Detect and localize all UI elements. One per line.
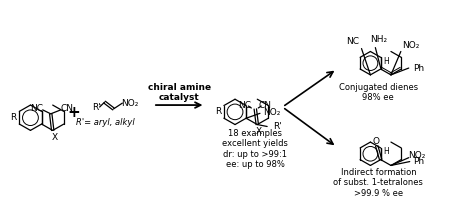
Text: X: X xyxy=(256,127,263,136)
Text: NH₂: NH₂ xyxy=(370,35,387,44)
Text: O: O xyxy=(372,137,379,146)
Text: chiral amine
catalyst: chiral amine catalyst xyxy=(148,83,211,102)
Text: NO₂: NO₂ xyxy=(408,151,425,160)
Text: NO₂: NO₂ xyxy=(122,99,139,108)
Text: ·: · xyxy=(98,102,100,108)
Text: NO₂: NO₂ xyxy=(263,108,280,117)
Text: X: X xyxy=(52,133,58,142)
Text: NO₂: NO₂ xyxy=(402,41,420,50)
Text: H: H xyxy=(383,147,389,156)
Text: NC: NC xyxy=(238,101,251,110)
Text: Indirect formation
of subst. 1-tetralones
>99.9 % ee: Indirect formation of subst. 1-tetralone… xyxy=(333,168,423,198)
Text: Conjugated dienes
98% ee: Conjugated dienes 98% ee xyxy=(339,83,418,102)
Text: NC: NC xyxy=(346,37,359,46)
Text: R'= aryl, alkyl: R'= aryl, alkyl xyxy=(76,118,135,127)
Text: R: R xyxy=(215,107,221,116)
Text: R': R' xyxy=(273,122,282,131)
Text: 18 examples
excellent yields
dr: up to >99:1
ee: up to 98%: 18 examples excellent yields dr: up to >… xyxy=(222,129,288,169)
Text: CN: CN xyxy=(60,104,73,114)
Text: Ph: Ph xyxy=(412,64,424,72)
Text: +: + xyxy=(68,105,80,120)
Text: R: R xyxy=(10,113,17,122)
Text: R': R' xyxy=(92,103,100,112)
Text: Ph: Ph xyxy=(412,157,424,166)
Text: CN: CN xyxy=(259,101,272,110)
Text: NC: NC xyxy=(30,104,44,114)
Text: H: H xyxy=(383,57,389,66)
